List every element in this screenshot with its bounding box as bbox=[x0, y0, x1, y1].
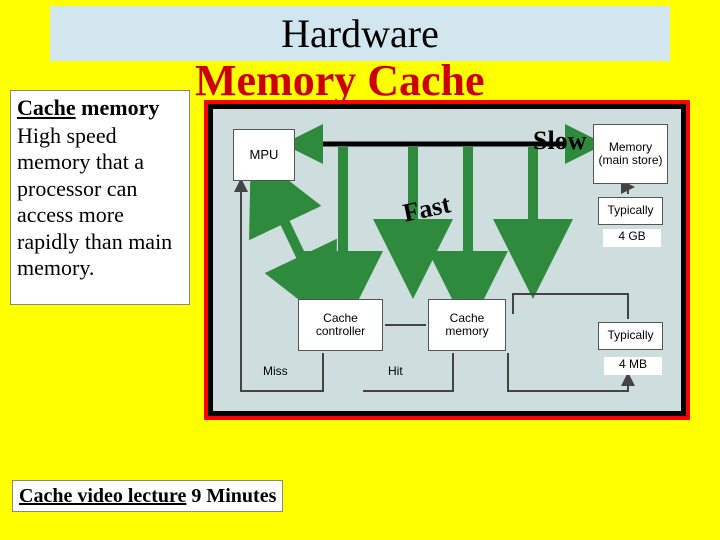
definition-body: High speed memory that a processor can a… bbox=[17, 123, 183, 281]
miss-label: Miss bbox=[263, 364, 288, 378]
page-subtitle: Memory Cache bbox=[195, 55, 485, 106]
typically-2-box: Typically bbox=[598, 322, 663, 350]
cache-memory-box: Cache memory bbox=[428, 299, 506, 351]
definition-box: Cache memory High speed memory that a pr… bbox=[10, 90, 190, 305]
hit-label: Hit bbox=[388, 364, 403, 378]
slow-overlay-label: Slow bbox=[533, 126, 586, 156]
video-lecture-link[interactable]: Cache video lecture 9 Minutes bbox=[12, 480, 283, 512]
diagram-canvas: MPU Memory (main store) Cache controller… bbox=[213, 109, 681, 411]
cache-size-annotation: 4 MB bbox=[604, 357, 662, 375]
mpu-box: MPU bbox=[233, 129, 295, 181]
memory-size-annotation: 4 GB bbox=[603, 229, 661, 247]
diagram-frame: MPU Memory (main store) Cache controller… bbox=[204, 100, 690, 420]
video-lecture-link-text: Cache video lecture 9 Minutes bbox=[19, 485, 276, 508]
title-bar: Hardware bbox=[50, 6, 670, 61]
typically-1-box: Typically bbox=[598, 197, 663, 225]
definition-heading: Cache memory bbox=[17, 95, 183, 121]
memory-box: Memory (main store) bbox=[593, 124, 668, 184]
page-title: Hardware bbox=[281, 11, 439, 56]
cache-controller-box: Cache controller bbox=[298, 299, 383, 351]
